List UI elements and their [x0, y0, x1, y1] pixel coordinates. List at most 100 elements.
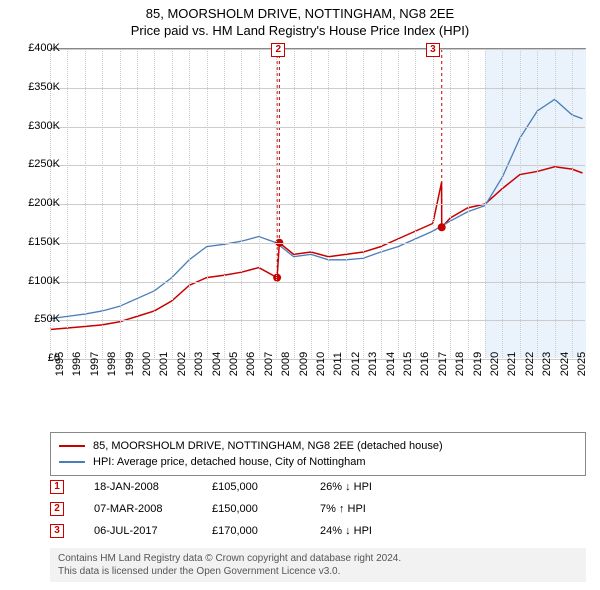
- x-axis-tick: 2022: [524, 352, 536, 376]
- y-axis-tick: £250K: [16, 158, 60, 170]
- event-delta: 26% ↓ HPI: [320, 481, 420, 493]
- x-axis-tick: 2021: [506, 352, 518, 376]
- gridline-v: [415, 49, 416, 358]
- x-axis-tick: 2012: [350, 352, 362, 376]
- y-axis-tick: £200K: [16, 197, 60, 209]
- gridline-v: [468, 49, 469, 358]
- y-axis-tick: £100K: [16, 275, 60, 287]
- x-axis-tick: 2001: [158, 352, 170, 376]
- footer-line1: Contains HM Land Registry data © Crown c…: [58, 552, 578, 565]
- gridline-h: [50, 320, 585, 321]
- gridline-v: [572, 49, 573, 358]
- gridline-v: [555, 49, 556, 358]
- footer-attribution: Contains HM Land Registry data © Crown c…: [50, 548, 586, 582]
- gridline-v: [294, 49, 295, 358]
- gridline-v: [537, 49, 538, 358]
- gridline-h: [50, 49, 585, 50]
- y-axis-tick: £50K: [16, 313, 60, 325]
- event-row: 1 18-JAN-2008 £105,000 26% ↓ HPI: [50, 476, 586, 498]
- x-axis-tick: 2017: [437, 352, 449, 376]
- callout-box: 2: [271, 43, 285, 57]
- gridline-h: [50, 243, 585, 244]
- gridline-v: [67, 49, 68, 358]
- gridline-v: [485, 49, 486, 358]
- x-axis-tick: 2004: [211, 352, 223, 376]
- chart-container: 85, MOORSHOLM DRIVE, NOTTINGHAM, NG8 2EE…: [0, 0, 600, 590]
- gridline-v: [241, 49, 242, 358]
- gridline-h: [50, 88, 585, 89]
- event-price: £150,000: [212, 503, 302, 515]
- x-axis-tick: 1997: [89, 352, 101, 376]
- gridline-h: [50, 127, 585, 128]
- legend-label: 85, MOORSHOLM DRIVE, NOTTINGHAM, NG8 2EE…: [93, 440, 443, 452]
- sale-marker-dot: [438, 223, 446, 231]
- gridline-v: [85, 49, 86, 358]
- gridline-v: [346, 49, 347, 358]
- gridline-h: [50, 165, 585, 166]
- y-axis-tick: £350K: [16, 81, 60, 93]
- x-axis-tick: 2020: [489, 352, 501, 376]
- gridline-v: [363, 49, 364, 358]
- gridline-v: [172, 49, 173, 358]
- x-axis-tick: 2016: [419, 352, 431, 376]
- gridline-v: [137, 49, 138, 358]
- legend: 85, MOORSHOLM DRIVE, NOTTINGHAM, NG8 2EE…: [50, 432, 586, 476]
- event-date: 06-JUL-2017: [94, 525, 194, 537]
- x-axis-tick: 1999: [124, 352, 136, 376]
- legend-swatch: [59, 445, 85, 447]
- x-axis-tick: 2024: [559, 352, 571, 376]
- gridline-v: [328, 49, 329, 358]
- x-axis-tick: 2007: [263, 352, 275, 376]
- event-number-box: 3: [50, 524, 64, 538]
- gridline-v: [120, 49, 121, 358]
- legend-row: HPI: Average price, detached house, City…: [59, 454, 577, 470]
- gridline-v: [189, 49, 190, 358]
- gridline-v: [381, 49, 382, 358]
- events-table: 118-JAN-2008£105,00026% ↓ HPI207-MAR-200…: [50, 476, 586, 542]
- gridline-v: [502, 49, 503, 358]
- x-axis-tick: 2019: [472, 352, 484, 376]
- x-axis-tick: 2025: [576, 352, 588, 376]
- gridline-v: [433, 49, 434, 358]
- x-axis-tick: 2008: [280, 352, 292, 376]
- x-axis-tick: 2014: [385, 352, 397, 376]
- y-axis-tick: £150K: [16, 236, 60, 248]
- x-axis-tick: 1998: [106, 352, 118, 376]
- event-delta: 24% ↓ HPI: [320, 525, 420, 537]
- gridline-v: [520, 49, 521, 358]
- x-axis-tick: 2023: [541, 352, 553, 376]
- x-axis-tick: 2010: [315, 352, 327, 376]
- x-axis-tick: 2018: [454, 352, 466, 376]
- chart-title: 85, MOORSHOLM DRIVE, NOTTINGHAM, NG8 2EE: [0, 0, 600, 21]
- gridline-v: [224, 49, 225, 358]
- legend-label: HPI: Average price, detached house, City…: [93, 456, 366, 468]
- event-price: £105,000: [212, 481, 302, 493]
- legend-row: 85, MOORSHOLM DRIVE, NOTTINGHAM, NG8 2EE…: [59, 438, 577, 454]
- gridline-v: [311, 49, 312, 358]
- footer-line2: This data is licensed under the Open Gov…: [58, 565, 578, 578]
- x-axis-tick: 2005: [228, 352, 240, 376]
- callout-box: 3: [426, 43, 440, 57]
- gridline-v: [398, 49, 399, 358]
- event-price: £170,000: [212, 525, 302, 537]
- x-axis-tick: 2003: [193, 352, 205, 376]
- gridline-v: [207, 49, 208, 358]
- x-axis-tick: 2006: [245, 352, 257, 376]
- gridline-v: [276, 49, 277, 358]
- event-number-box: 1: [50, 480, 64, 494]
- x-axis-tick: 2015: [402, 352, 414, 376]
- gridline-v: [259, 49, 260, 358]
- x-axis-tick: 2011: [332, 352, 344, 376]
- event-delta: 7% ↑ HPI: [320, 503, 420, 515]
- x-axis-tick: 2002: [176, 352, 188, 376]
- y-axis-tick: £300K: [16, 120, 60, 132]
- x-axis-tick: 1995: [54, 352, 66, 376]
- x-axis-tick: 2009: [298, 352, 310, 376]
- y-axis-tick: £400K: [16, 42, 60, 54]
- gridline-h: [50, 204, 585, 205]
- legend-swatch: [59, 461, 85, 463]
- event-date: 18-JAN-2008: [94, 481, 194, 493]
- chart-area: 23: [50, 48, 586, 388]
- gridline-v: [450, 49, 451, 358]
- event-row: 207-MAR-2008£150,0007% ↑ HPI: [50, 498, 586, 520]
